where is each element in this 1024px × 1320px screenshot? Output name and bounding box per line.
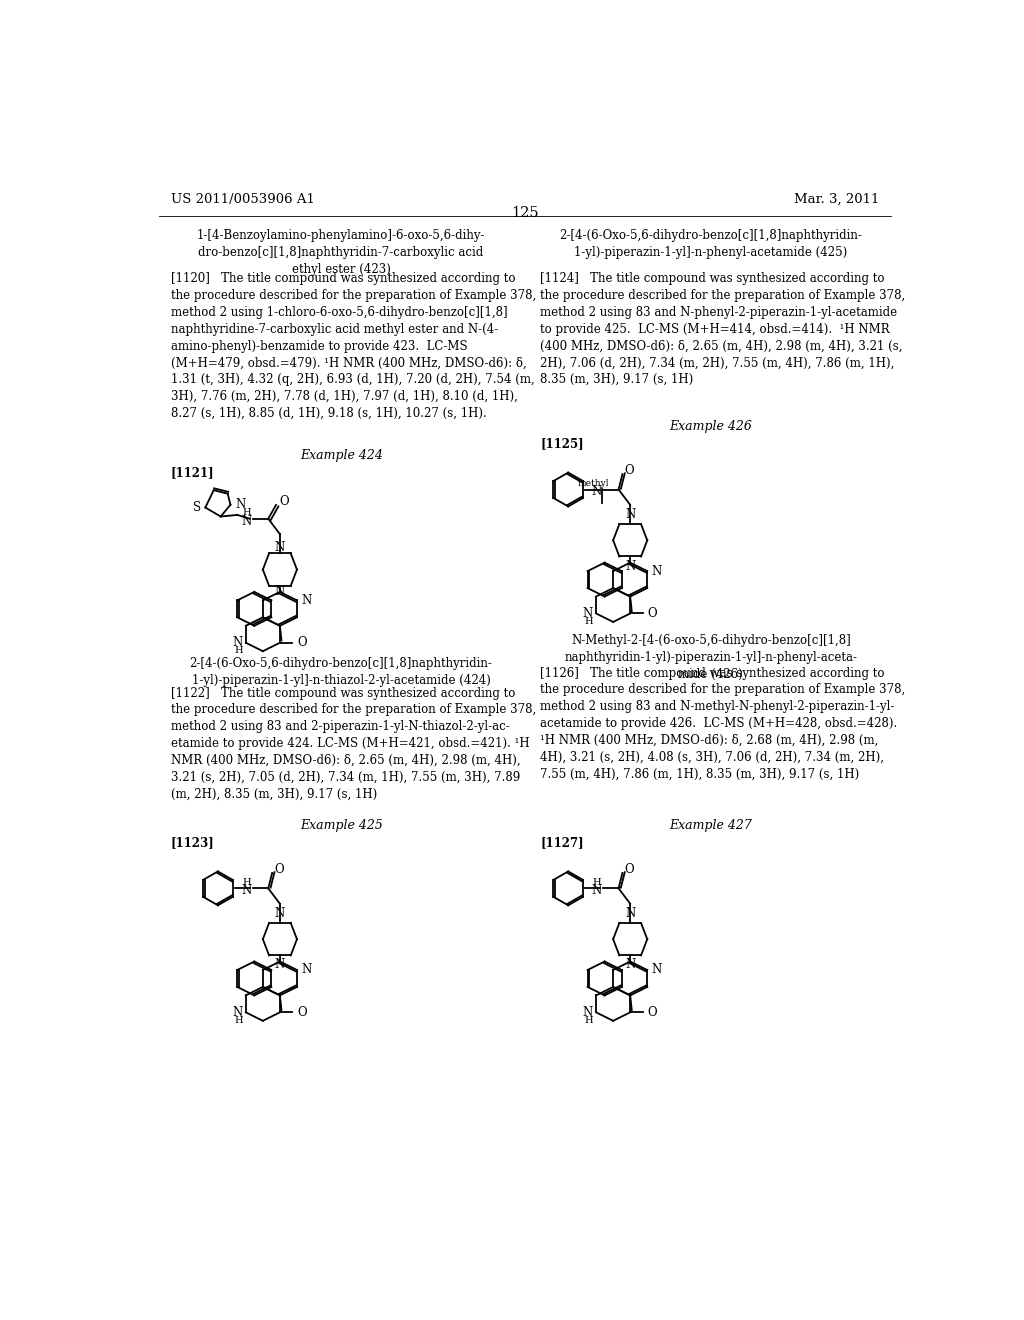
Text: N: N [241,515,251,528]
Text: S: S [193,502,201,513]
Text: N: N [583,1006,593,1019]
Text: N: N [625,560,635,573]
Text: N: N [302,964,312,977]
Text: [1121]: [1121] [171,466,214,479]
Text: H: H [585,616,593,626]
Text: N: N [652,964,663,977]
Text: H: H [585,1015,593,1024]
Text: N: N [625,907,635,920]
Text: O: O [625,862,635,875]
Text: [1127]: [1127] [541,836,584,849]
Text: Mar. 3, 2011: Mar. 3, 2011 [795,193,880,206]
Text: H: H [243,878,251,887]
Text: 1-[4-Benzoylamino-phenylamino]-6-oxo-5,6-dihy-
dro-benzo[c][1,8]naphthyridin-7-c: 1-[4-Benzoylamino-phenylamino]-6-oxo-5,6… [197,230,485,276]
Text: Example 426: Example 426 [670,420,753,433]
Text: US 2011/0053906 A1: US 2011/0053906 A1 [171,193,314,206]
Text: O: O [297,1006,306,1019]
Text: 2-[4-(6-Oxo-5,6-dihydro-benzo[c][1,8]naphthyridin-
1-yl)-piperazin-1-yl]-n-thiaz: 2-[4-(6-Oxo-5,6-dihydro-benzo[c][1,8]nap… [189,657,493,688]
Text: N: N [236,498,246,511]
Text: O: O [274,862,284,875]
Text: O: O [647,607,656,620]
Text: [1124]   The title compound was synthesized according to
the procedure described: [1124] The title compound was synthesize… [541,272,905,387]
Text: O: O [297,636,306,649]
Text: H: H [593,878,601,887]
Text: N-Methyl-2-[4-(6-oxo-5,6-dihydro-benzo[c][1,8]
naphthyridin-1-yl)-piperazin-1-yl: N-Methyl-2-[4-(6-oxo-5,6-dihydro-benzo[c… [564,635,857,681]
Text: [1120]   The title compound was synthesized according to
the procedure described: [1120] The title compound was synthesize… [171,272,536,420]
Text: N: N [274,958,285,972]
Text: N: N [591,486,601,499]
Text: N: N [583,607,593,620]
Text: N: N [232,1006,243,1019]
Text: N: N [274,541,285,554]
Text: H: H [243,508,251,517]
Text: N: N [591,884,601,898]
Text: N: N [274,585,285,598]
Text: N: N [302,594,312,607]
Text: methyl: methyl [578,479,609,488]
Text: N: N [241,884,251,898]
Text: 2-[4-(6-Oxo-5,6-dihydro-benzo[c][1,8]naphthyridin-
1-yl)-piperazin-1-yl]-n-pheny: 2-[4-(6-Oxo-5,6-dihydro-benzo[c][1,8]nap… [559,230,862,259]
Text: [1122]   The title compound was synthesized according to
the procedure described: [1122] The title compound was synthesize… [171,686,536,800]
Text: Example 427: Example 427 [670,818,753,832]
Text: N: N [232,636,243,649]
Text: Example 424: Example 424 [300,449,383,462]
Text: [1123]: [1123] [171,836,214,849]
Text: N: N [625,958,635,972]
Text: O: O [625,463,635,477]
Text: N: N [274,907,285,920]
Text: N: N [625,508,635,521]
Text: O: O [280,495,289,508]
Text: H: H [234,1015,243,1024]
Text: 125: 125 [511,206,539,220]
Text: N: N [652,565,663,578]
Text: Example 425: Example 425 [300,818,383,832]
Text: [1125]: [1125] [541,437,584,450]
Text: H: H [234,645,243,655]
Text: O: O [647,1006,656,1019]
Text: [1126]   The title compound was synthesized according to
the procedure described: [1126] The title compound was synthesize… [541,667,905,780]
